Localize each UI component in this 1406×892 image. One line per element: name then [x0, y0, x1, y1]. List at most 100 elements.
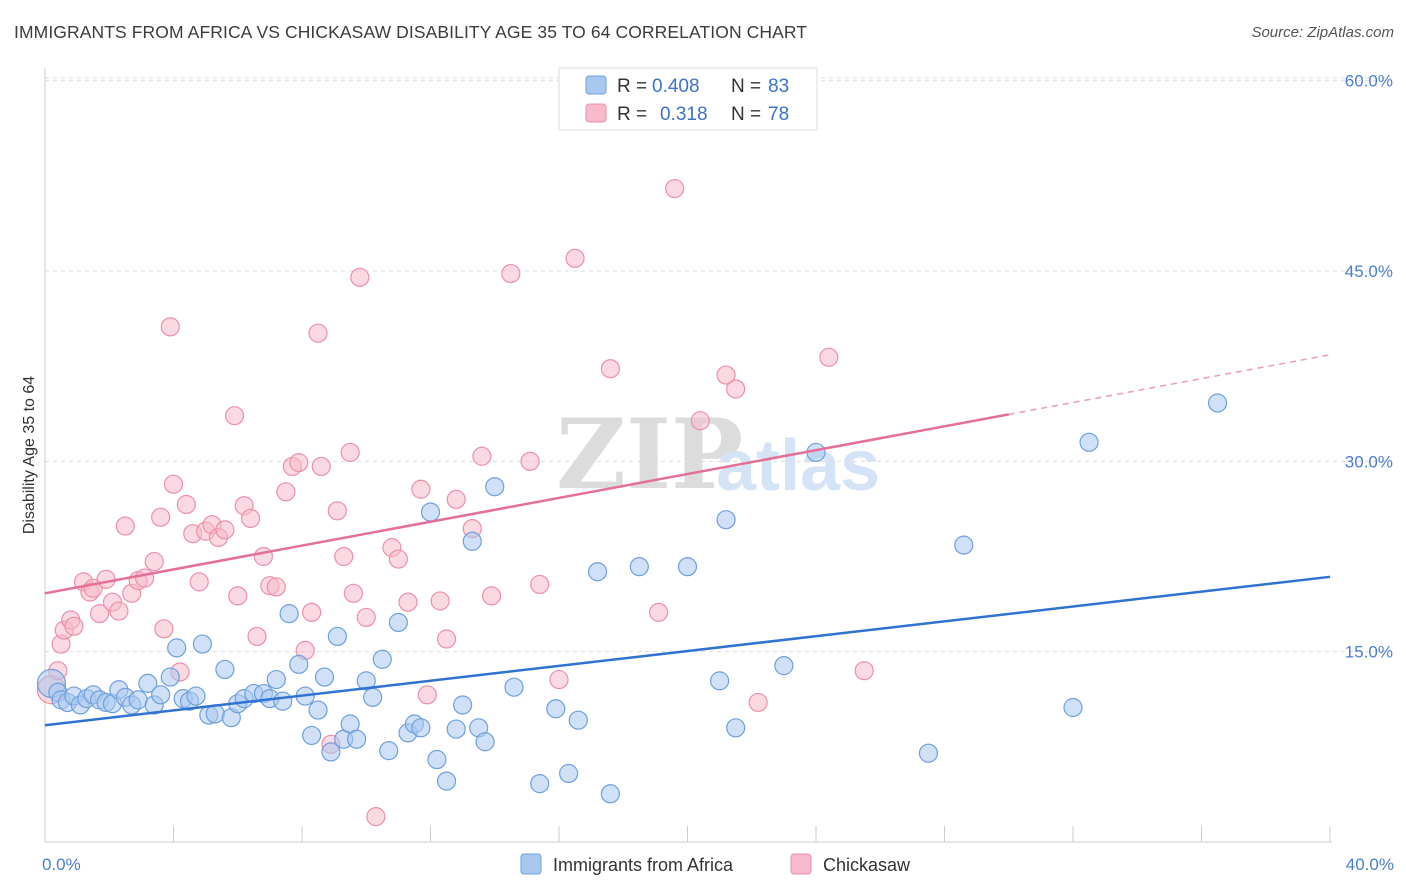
y-tick-label: 45.0%	[1345, 262, 1393, 281]
data-point	[716, 510, 736, 530]
data-point	[151, 507, 171, 527]
data-point	[356, 607, 376, 628]
legend-swatch-chickasaw	[790, 853, 812, 875]
data-point	[350, 267, 370, 287]
data-point	[302, 725, 322, 746]
data-point	[446, 719, 466, 739]
data-point	[600, 359, 621, 379]
y-axis-label: Disability Age 35 to 64	[21, 376, 38, 534]
data-point	[343, 583, 363, 603]
data-point	[568, 710, 588, 730]
data-point	[411, 718, 431, 738]
data-point	[481, 586, 502, 606]
data-point	[677, 557, 698, 577]
data-point	[321, 742, 341, 762]
data-point	[160, 317, 180, 337]
legend-n-value-pink: 78	[768, 104, 789, 125]
data-point	[388, 612, 408, 633]
data-point	[446, 489, 466, 510]
data-point	[565, 248, 585, 268]
data-point	[1079, 432, 1099, 452]
data-point	[253, 546, 274, 567]
data-point	[453, 695, 473, 715]
data-point	[420, 502, 441, 522]
legend-n-label-blue: N =	[731, 76, 761, 97]
data-point	[854, 661, 874, 681]
data-point	[600, 784, 621, 804]
data-point	[501, 263, 521, 284]
data-point	[311, 456, 331, 477]
data-point	[192, 634, 213, 654]
legend-swatch-immigrants-from-africa	[520, 853, 542, 875]
data-point	[279, 604, 299, 624]
data-point	[340, 442, 360, 463]
data-point	[629, 557, 649, 577]
data-point	[289, 453, 309, 473]
y-tick-label: 60.0%	[1345, 72, 1393, 91]
legend-r-value-blue: 0.408	[652, 76, 700, 97]
data-point	[549, 669, 569, 690]
y-tick-labels: 15.0% 30.0% 45.0% 60.0%	[1345, 72, 1393, 662]
data-point	[710, 671, 730, 691]
data-point	[430, 591, 450, 611]
legend-n-label-pink: N =	[731, 104, 761, 125]
y-tick-label: 30.0%	[1345, 452, 1393, 471]
data-point	[247, 626, 267, 647]
data-point	[726, 718, 746, 738]
data-point	[356, 671, 376, 691]
data-point	[1063, 697, 1083, 718]
data-point	[648, 602, 669, 622]
legend-r-label-pink: R =	[617, 104, 647, 125]
axes	[44, 68, 1332, 843]
trend-line-extension	[1008, 354, 1331, 416]
data-point	[411, 479, 431, 499]
data-point	[366, 807, 386, 827]
data-point	[819, 347, 839, 367]
data-point	[327, 626, 347, 647]
data-point	[436, 629, 457, 649]
data-point	[160, 667, 180, 687]
data-point	[774, 656, 794, 676]
data-point	[189, 572, 209, 592]
data-point	[154, 619, 174, 639]
data-point	[417, 685, 437, 705]
legend-label-immigrants-from-africa: Immigrants from Africa	[553, 855, 734, 875]
watermark-atlas: atlas	[716, 426, 880, 506]
data-point	[228, 586, 248, 606]
data-point	[918, 743, 939, 763]
data-point	[314, 667, 335, 687]
data-point	[372, 649, 392, 669]
legend-swatch-pink	[585, 103, 607, 123]
data-point	[308, 700, 328, 720]
data-point	[398, 592, 418, 612]
data-point	[134, 568, 155, 588]
data-point	[716, 365, 736, 385]
trend-line	[44, 413, 1009, 595]
data-point	[520, 451, 540, 471]
data-point	[1207, 393, 1228, 413]
legend-label-chickasaw: Chickasaw	[823, 855, 911, 875]
data-point	[546, 699, 566, 719]
data-point	[388, 549, 408, 569]
x-tick-label-max: 40.0%	[1346, 855, 1394, 874]
chart-source: Source: ZipAtlas.com	[1251, 24, 1394, 41]
legend-n-value-blue: 83	[768, 76, 789, 97]
data-point	[186, 686, 206, 706]
data-point	[215, 659, 235, 680]
data-point	[665, 178, 685, 199]
data-point	[128, 690, 148, 710]
trend-lines	[44, 354, 1331, 727]
x-ticks	[44, 826, 1331, 842]
data-point	[144, 551, 164, 572]
data-point	[109, 601, 129, 621]
chart-title: IMMIGRANTS FROM AFRICA VS CHICKASAW DISA…	[14, 22, 808, 42]
data-point	[151, 685, 171, 705]
data-point	[64, 616, 84, 636]
data-point	[266, 669, 286, 690]
y-tick-label: 15.0%	[1345, 643, 1393, 662]
data-point	[334, 546, 354, 567]
data-point	[289, 654, 309, 674]
data-point	[266, 577, 286, 597]
legend-r-label-blue: R =	[617, 76, 647, 97]
